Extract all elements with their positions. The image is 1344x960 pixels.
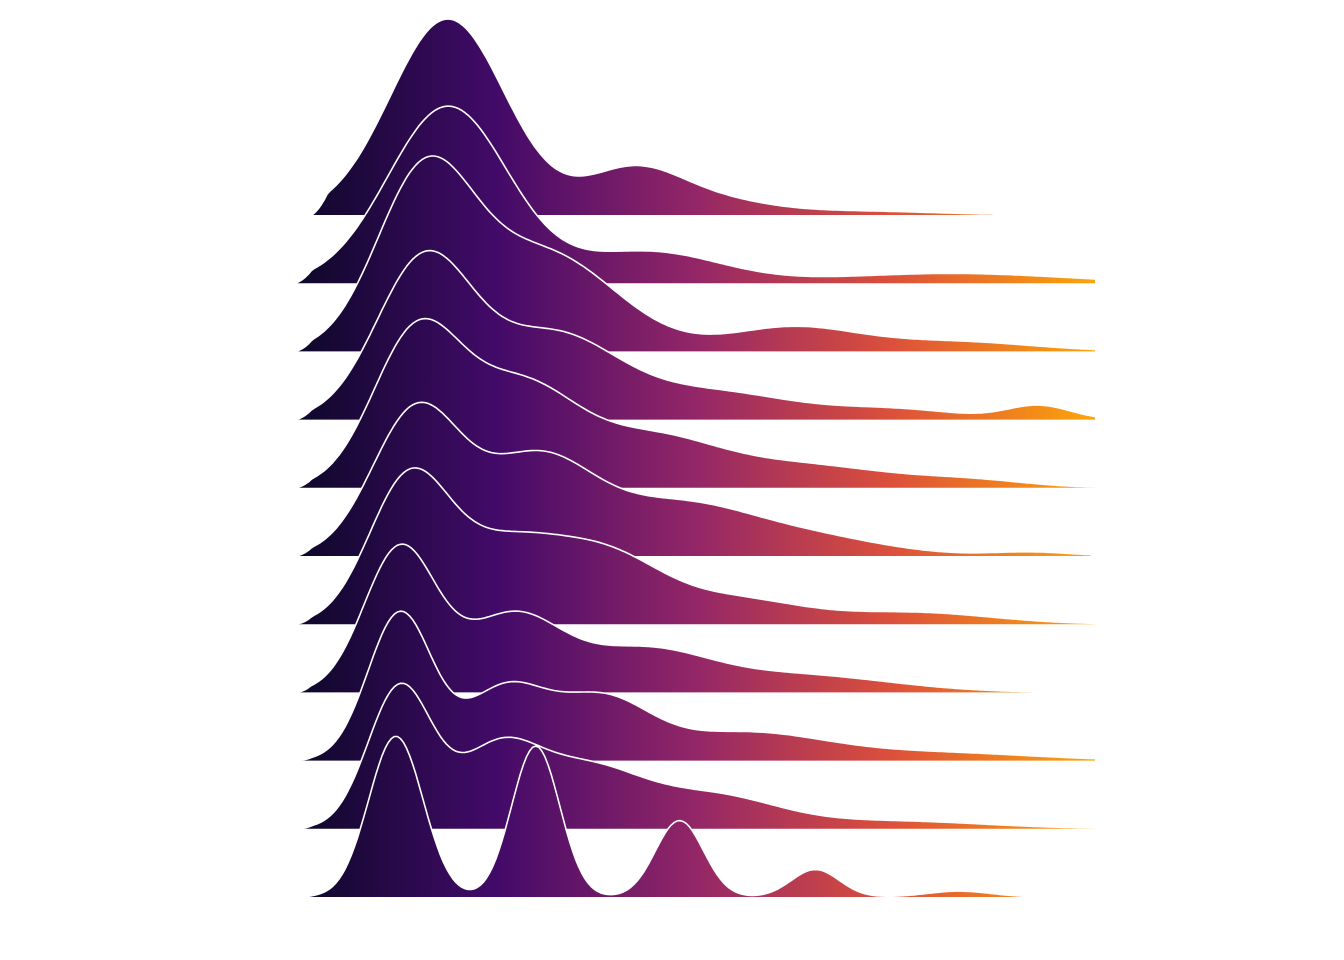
ridge-outline-1 — [311, 18, 1095, 216]
ridge-9 — [295, 610, 1096, 762]
ridge-fill-8 — [296, 544, 1048, 693]
ridge-fill-5 — [296, 318, 1095, 488]
ridge-outline-9 — [295, 610, 1096, 762]
ridge-fill-11 — [296, 736, 1095, 897]
ridge-outline-6 — [295, 401, 1092, 557]
ridge-fill-6 — [296, 402, 1091, 556]
ridge-outline-4 — [295, 249, 1096, 421]
ridge-outline-11 — [295, 735, 1095, 898]
ridge-outline-3 — [295, 155, 1096, 353]
ridge-outline-5 — [295, 317, 1096, 489]
ridges-group — [295, 18, 1096, 898]
ridge-1 — [311, 18, 1095, 216]
ridge-outline-7 — [295, 467, 1096, 625]
ridge-fill-3 — [296, 156, 1095, 352]
ridge-11 — [295, 735, 1095, 898]
ridge-fill-10 — [296, 683, 1095, 829]
ridge-3 — [295, 155, 1096, 353]
ridge-6 — [295, 401, 1092, 557]
ridge-fill-7 — [296, 467, 1095, 625]
ridge-outline-8 — [295, 543, 1048, 694]
ridge-7 — [295, 467, 1096, 625]
ridge-5 — [295, 317, 1096, 489]
ridge-fill-1 — [312, 19, 1095, 215]
ridge-outline-10 — [295, 682, 1096, 830]
ridge-8 — [295, 543, 1048, 694]
ridge-outline-2 — [295, 105, 1096, 284]
ridge-10 — [295, 682, 1096, 830]
ridge-fill-9 — [296, 611, 1095, 761]
